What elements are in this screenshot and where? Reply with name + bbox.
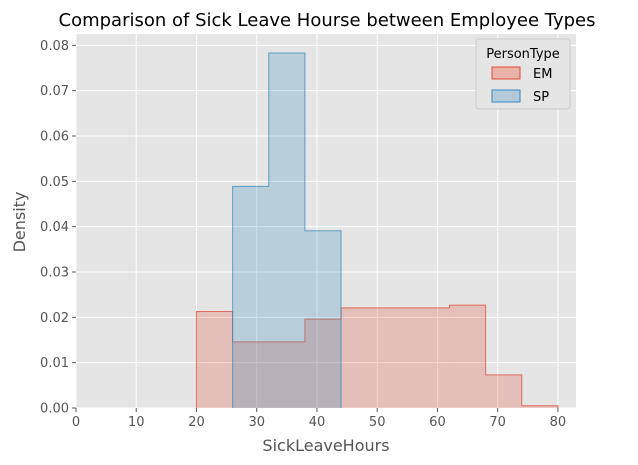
y-tick-label: 0.00 [40, 402, 69, 417]
legend-label-em: EM [533, 67, 552, 82]
histogram-bar-em [268, 341, 305, 408]
y-tick-label: 0.06 [40, 130, 69, 145]
series-em [195, 304, 559, 408]
histogram-outline-sp [232, 52, 342, 408]
histogram-bar-em [413, 307, 450, 408]
y-tick-label: 0.03 [40, 266, 69, 281]
x-tick-label: 70 [489, 415, 506, 430]
histogram-bar-em [196, 311, 233, 408]
legend: PersonType EM SP [475, 38, 571, 110]
histogram-bar-sp [268, 53, 305, 408]
y-tick-label: 0.08 [40, 39, 69, 54]
histogram-bar-sp [304, 230, 342, 408]
y-tick-label: 0.04 [40, 220, 69, 235]
x-tick-label: 50 [369, 415, 386, 430]
x-tick-label: 10 [128, 415, 145, 430]
legend-label-sp: SP [533, 90, 549, 105]
y-tick-label: 0.07 [40, 84, 69, 99]
x-tick-label: 20 [188, 415, 205, 430]
x-tick-label: 0 [72, 415, 80, 430]
legend-swatch-sp [491, 89, 521, 103]
histogram-bar-sp [232, 186, 269, 408]
axis-ticks: 0 10 20 30 40 50 60 70 80 0.00 0.01 0.02 0.03 0.04 0.0… [40, 39, 566, 430]
histogram-bar-em [341, 307, 378, 408]
histogram-bar-em [232, 341, 269, 408]
x-axis-title: SickLeaveHours [262, 436, 389, 455]
y-tick-label: 0.01 [40, 356, 69, 371]
legend-title: PersonType [486, 47, 560, 62]
y-axis-title: Density [10, 192, 29, 253]
histogram-bar-em [377, 307, 414, 408]
y-tick-label: 0.02 [40, 311, 69, 326]
legend-swatch-em [491, 66, 521, 80]
chart-title: Comparison of Sick Leave Hourse between … [59, 10, 596, 31]
histogram-bar-em [449, 305, 486, 408]
histogram-bar-em [485, 374, 522, 408]
histogram-bar-em [521, 405, 558, 408]
x-tick-label: 60 [429, 415, 446, 430]
histogram-bar-em [304, 319, 342, 408]
histogram-bars [195, 52, 559, 408]
series-sp [232, 52, 342, 408]
x-tick-label: 30 [248, 415, 265, 430]
x-tick-label: 40 [309, 415, 326, 430]
y-tick-label: 0.05 [40, 175, 69, 190]
x-tick-label: 80 [550, 415, 567, 430]
